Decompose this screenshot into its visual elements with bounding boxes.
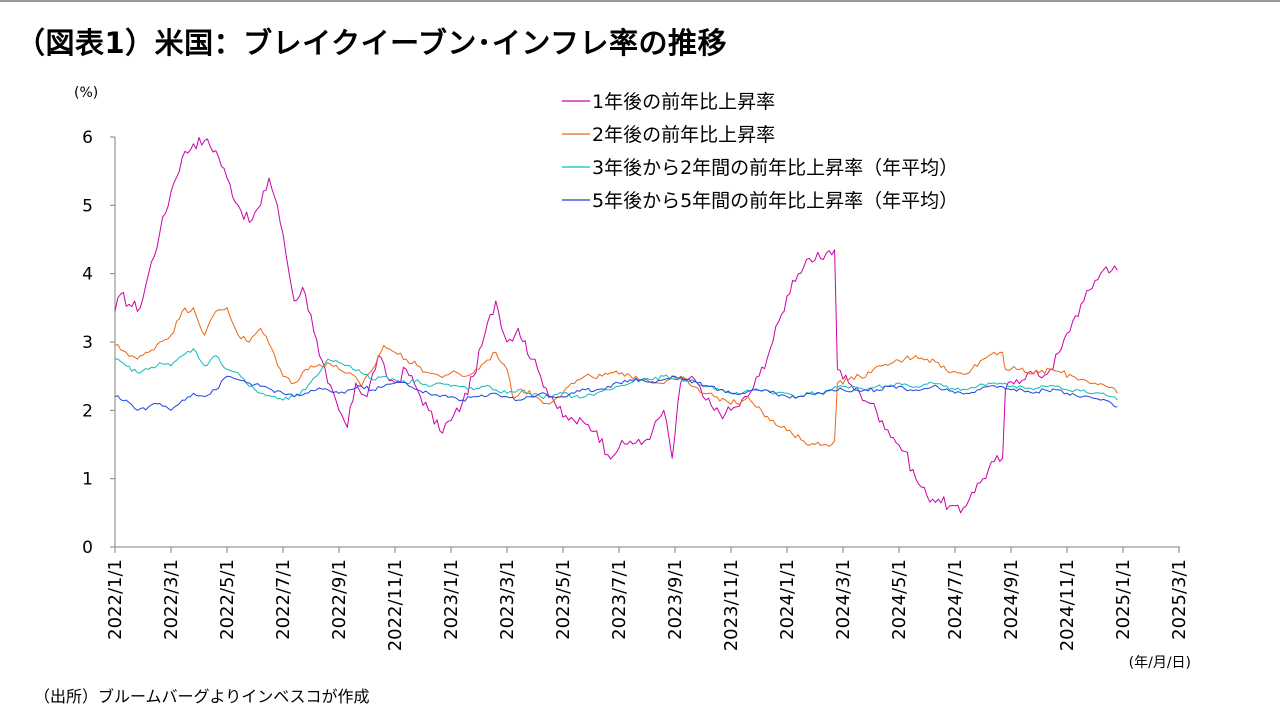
x-tick-label: 2022/11/1 [385,559,406,651]
x-tick-label: 2024/5/1 [889,559,910,640]
y-tick-label: 0 [82,538,93,558]
y-tick-label: 3 [82,333,93,353]
series-line-1 [114,137,1118,514]
y-tick-label: 5 [82,196,93,216]
x-tick-label: 2023/7/1 [609,559,630,640]
y-tick-label: 6 [82,128,93,148]
x-tick-label: 2022/1/1 [105,559,126,640]
x-tick-label: 2024/7/1 [945,559,966,640]
x-tick-label: 2025/3/1 [1169,559,1190,640]
x-unit-label: (年/月/日) [1129,655,1191,671]
y-tick-label: 4 [82,265,93,285]
series-line-4 [114,375,1118,411]
chart-axes: 0 1 2 3 4 5 6 (%) 2022/1/1 2022/3/1 2022/5/1 2022/7… [74,85,1191,671]
legend-label: 2年後の前年比上昇率 [592,124,775,146]
x-tick-label: 2022/5/1 [217,559,238,640]
x-tick-label: 2024/11/1 [1057,559,1078,651]
y-tick-label: 2 [82,401,93,421]
x-tick-label: 2022/7/1 [273,559,294,640]
x-tick-label: 2023/9/1 [665,559,686,640]
chart-series [114,137,1118,514]
x-tick-label: 2023/11/1 [721,559,742,651]
y-unit-label: (%) [74,85,98,101]
x-tick-label: 2022/9/1 [329,559,350,640]
chart-legend: 1年後の前年比上昇率 2年後の前年比上昇率 3年後から2年間の前年比上昇率（年平均）… [562,91,958,212]
x-tick-label: 2023/1/1 [441,559,462,640]
source-note: （出所）ブルームバーグよりインベスコが作成 [34,687,370,706]
y-tick-label: 1 [82,470,93,490]
page-title: （図表1）米国：ブレイクイーブン･インフレ率の推移 [16,26,727,60]
x-tick-label: 2024/1/1 [777,559,798,640]
x-tick-label: 2022/3/1 [161,559,182,640]
x-tick-label: 2024/9/1 [1001,559,1022,640]
legend-label: 5年後から5年間の前年比上昇率（年平均） [592,190,958,212]
top-rule [0,0,1280,2]
series-line-2 [114,307,1118,447]
legend-label: 3年後から2年間の前年比上昇率（年平均） [592,157,958,179]
series-line-3 [114,348,1118,401]
x-tick-label: 2023/3/1 [497,559,518,640]
x-tick-label: 2024/3/1 [833,559,854,640]
x-tick-label: 2025/1/1 [1113,559,1134,640]
x-tick-label: 2023/5/1 [553,559,574,640]
legend-label: 1年後の前年比上昇率 [592,91,775,113]
